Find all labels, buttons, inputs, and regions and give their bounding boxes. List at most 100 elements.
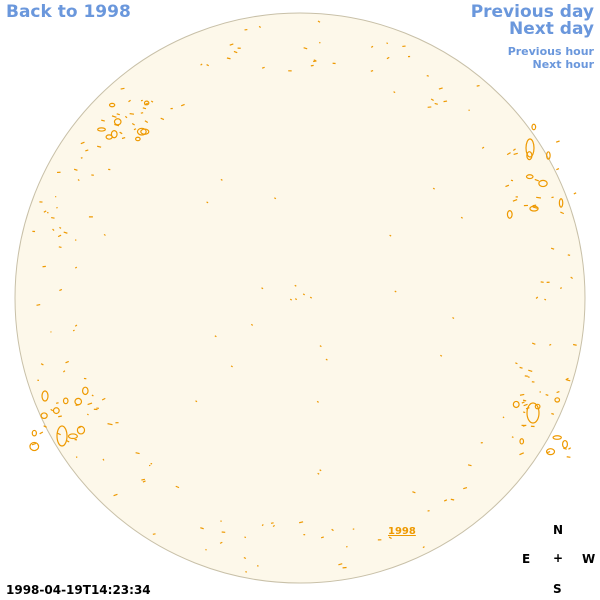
contour-mark	[200, 527, 204, 530]
contour-mark	[136, 127, 147, 136]
contour-mark	[270, 522, 274, 524]
contour-mark	[476, 84, 480, 87]
contour-mark	[505, 184, 510, 188]
previous-hour-link[interactable]: Previous hour	[507, 45, 594, 58]
contour-mark	[393, 91, 396, 94]
contour-mark	[76, 425, 86, 435]
contour-mark	[552, 435, 562, 440]
year-link[interactable]: 1998	[388, 526, 416, 537]
contour-mark	[180, 103, 185, 107]
contour-mark	[51, 216, 55, 219]
contour-mark	[142, 107, 147, 110]
contour-mark	[549, 343, 552, 346]
contour-mark	[77, 179, 80, 182]
contour-mark	[206, 201, 209, 204]
contour-mark	[55, 402, 59, 404]
contour-mark	[74, 266, 78, 269]
contour-mark	[550, 247, 555, 250]
contour-mark	[59, 288, 63, 292]
contour-mark	[534, 403, 541, 410]
contour-mark	[31, 442, 37, 446]
contour-mark	[46, 211, 49, 214]
contour-mark	[65, 360, 69, 364]
contour-mark	[563, 447, 567, 450]
contour-mark	[438, 87, 443, 90]
contour-mark	[559, 287, 563, 289]
contour-mark	[59, 226, 62, 229]
contour-mark	[120, 87, 125, 90]
contour-mark	[113, 493, 118, 497]
contour-mark	[56, 206, 58, 209]
contour-mark	[101, 119, 105, 122]
contour-mark	[325, 358, 328, 361]
contour-mark	[110, 130, 118, 139]
contour-mark	[554, 397, 561, 403]
contour-mark	[389, 234, 392, 237]
contour-mark	[233, 50, 238, 54]
compass-south: S	[553, 582, 562, 596]
contour-mark	[258, 25, 262, 29]
back-to-year-link[interactable]: Back to 1998	[6, 2, 131, 22]
contour-mark	[526, 402, 540, 424]
contour-mark	[200, 63, 203, 66]
contour-mark	[102, 458, 105, 461]
contour-mark	[150, 100, 154, 103]
contour-mark	[142, 480, 146, 483]
contour-mark	[40, 412, 48, 420]
next-hour-link[interactable]: Next hour	[532, 58, 595, 71]
contour-mark	[86, 413, 89, 416]
contour-mark	[244, 536, 247, 539]
contour-mark	[551, 412, 555, 415]
contour-mark	[141, 478, 146, 481]
contour-mark	[230, 365, 233, 368]
contour-mark	[58, 246, 62, 249]
contour-mark	[261, 287, 264, 290]
contour-mark	[313, 60, 317, 63]
contour-mark	[135, 136, 141, 142]
contour-mark	[294, 298, 298, 301]
next-day-link[interactable]: Next day	[509, 19, 594, 39]
contour-mark	[430, 98, 434, 101]
contour-mark	[531, 342, 536, 345]
contour-mark	[274, 197, 277, 200]
contour-mark	[565, 377, 569, 381]
contour-mark	[57, 234, 62, 238]
contour-mark	[143, 100, 150, 106]
previous-day-link[interactable]: Previous day	[470, 2, 594, 22]
contour-mark	[62, 397, 69, 405]
contour-mark	[345, 545, 348, 548]
contour-mark	[135, 452, 140, 455]
contour-mark	[56, 425, 68, 447]
contour-mark	[80, 141, 85, 145]
contour-mark	[556, 168, 560, 171]
contour-mark	[528, 369, 533, 373]
contour-mark	[519, 366, 523, 369]
contour-mark	[29, 441, 40, 452]
contour-mark	[318, 41, 321, 44]
contour-mark	[319, 469, 322, 472]
contour-mark	[512, 148, 516, 151]
contour-mark	[386, 56, 390, 60]
compass-center: +	[553, 551, 564, 565]
contour-mark	[229, 43, 234, 46]
contour-mark	[338, 563, 343, 566]
contour-mark	[535, 296, 539, 299]
contour-mark	[175, 485, 180, 489]
contour-mark	[43, 425, 47, 428]
contour-mark	[121, 136, 126, 140]
contour-mark	[523, 403, 528, 407]
contour-mark	[72, 329, 75, 332]
contour-mark	[522, 399, 527, 402]
contour-mark	[434, 102, 438, 105]
contour-mark	[529, 205, 539, 212]
contour-mark	[317, 20, 321, 23]
contour-mark	[74, 397, 83, 406]
contour-mark	[450, 498, 455, 501]
contour-mark	[525, 138, 535, 158]
contour-mark	[294, 284, 297, 287]
contour-mark	[36, 303, 41, 306]
contour-mark	[556, 390, 560, 394]
contour-mark	[525, 174, 534, 180]
contour-mark	[546, 451, 551, 454]
